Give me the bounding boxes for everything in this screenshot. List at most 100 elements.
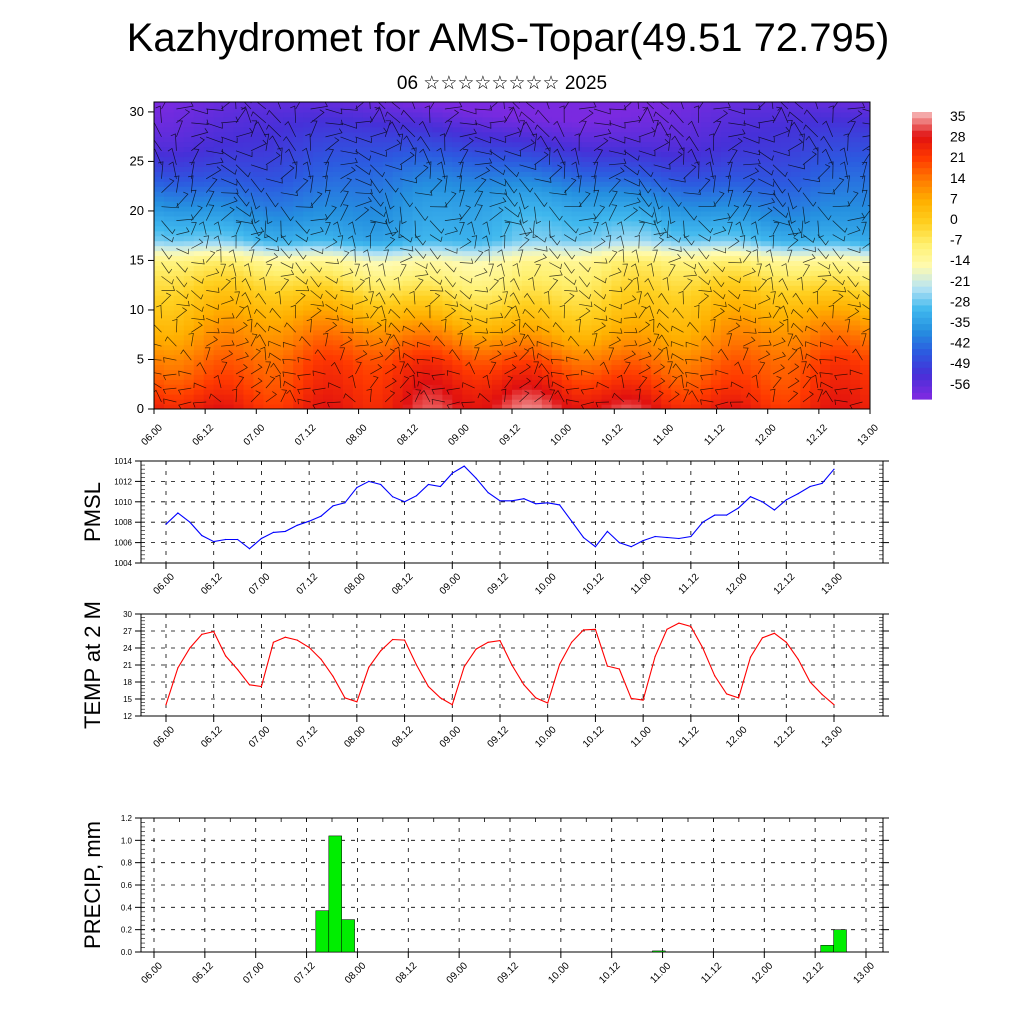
heatmap-cell (412, 121, 424, 128)
heatmap-cell (820, 280, 831, 286)
heatmap-cell (422, 364, 434, 370)
heatmap-cell (710, 379, 722, 385)
heatmap-cell (213, 215, 225, 222)
heatmap-cell (512, 225, 523, 232)
heatmap-cell (183, 186, 195, 192)
heatmap-cell (372, 349, 384, 356)
heatmap-cell (154, 205, 165, 212)
heatmap-cell (611, 319, 622, 326)
heatmap-cell (323, 151, 334, 158)
heatmap-cell (442, 255, 453, 262)
heatmap-cell (840, 305, 851, 311)
heatmap-cell (462, 191, 473, 197)
heatmap-cell (193, 359, 205, 366)
wind-barb (310, 248, 324, 255)
heatmap-cell (830, 344, 841, 351)
heatmap-cell (154, 305, 165, 311)
heatmap-cell (860, 379, 870, 385)
heatmap-cell (611, 121, 622, 128)
heatmap-cell (412, 191, 424, 197)
heatmap-cell (700, 359, 712, 366)
heatmap-cell (512, 404, 523, 409)
heatmap-cell (681, 379, 692, 385)
heatmap-cell (412, 305, 424, 311)
heatmap-cell (770, 141, 782, 148)
heatmap-cell (173, 191, 185, 197)
heatmap-cell (671, 250, 682, 257)
heatmap-cell (860, 354, 870, 361)
heatmap-cell (750, 285, 762, 291)
heatmap-cell (492, 339, 503, 346)
heatmap-cell (860, 309, 870, 316)
heatmap-cell (561, 300, 573, 306)
heatmap-cell (551, 235, 563, 242)
heatmap-cell (233, 334, 245, 341)
heatmap-cell (223, 285, 235, 291)
heatmap-cell (671, 260, 682, 266)
heatmap-cell (203, 136, 215, 143)
heatmap-cell (213, 126, 225, 133)
heatmap-cell (163, 374, 175, 380)
heatmap-cell (710, 329, 722, 336)
wind-barb (322, 332, 329, 347)
heatmap-cell (213, 300, 225, 306)
heatmap-cell (621, 364, 632, 370)
heatmap-cell (183, 329, 195, 336)
heatmap-cell (173, 171, 185, 177)
heatmap-cell (293, 300, 304, 306)
heatmap-cell (402, 270, 414, 276)
heatmap-cell (601, 334, 613, 341)
heatmap-cell (641, 275, 652, 281)
heatmap-cell (362, 324, 374, 331)
heatmap-cell (691, 399, 702, 405)
heatmap-cell (203, 394, 215, 400)
heatmap-cell (472, 300, 483, 306)
heatmap-cell (402, 384, 414, 390)
heatmap-cell (382, 270, 394, 276)
heatmap-cell (790, 166, 801, 172)
heatmap-cell (820, 295, 831, 301)
heatmap-cell (531, 250, 543, 257)
heatmap-cell (442, 136, 453, 143)
heatmap-cell (631, 220, 642, 227)
heatmap-cell (253, 265, 264, 271)
heatmap-cell (382, 196, 394, 202)
heatmap-cell (154, 215, 165, 222)
wind-barb (409, 374, 416, 389)
heatmap-cell (531, 131, 543, 138)
heatmap-cell (512, 181, 523, 187)
heatmap-cell (372, 230, 384, 237)
heatmap-cell (860, 250, 870, 257)
heatmap-cell (710, 205, 722, 212)
heatmap-cell (810, 394, 821, 400)
heatmap-cell (402, 364, 414, 370)
heatmap-cell (512, 305, 523, 311)
heatmap-cell (810, 225, 821, 232)
heatmap-cell (810, 196, 821, 202)
heatmap-cell (482, 156, 493, 163)
heatmap-cell (472, 265, 483, 271)
heatmap-cell (342, 191, 354, 197)
heatmap-cell (531, 265, 543, 271)
heatmap-cell (531, 210, 543, 217)
heatmap-cell (800, 131, 811, 138)
heatmap-cell (531, 275, 543, 281)
heatmap-cell (163, 111, 175, 118)
heatmap-cell (392, 309, 404, 316)
heatmap-cell (352, 116, 364, 123)
heatmap-cell (661, 161, 672, 167)
heatmap-cell (521, 166, 533, 172)
heatmap-cell (352, 384, 364, 390)
heatmap-cell (740, 305, 752, 311)
heatmap-cell (412, 196, 424, 202)
heatmap-cell (243, 305, 255, 311)
wind-barb (504, 192, 518, 207)
heatmap-cell (293, 314, 304, 321)
heatmap-cell (541, 280, 553, 286)
heatmap-cell (691, 389, 702, 395)
heatmap-cell (581, 225, 593, 232)
heatmap-cell (820, 389, 831, 395)
wind-barb (399, 391, 412, 403)
heatmap-cell (352, 171, 364, 177)
heatmap-cell (850, 171, 861, 177)
